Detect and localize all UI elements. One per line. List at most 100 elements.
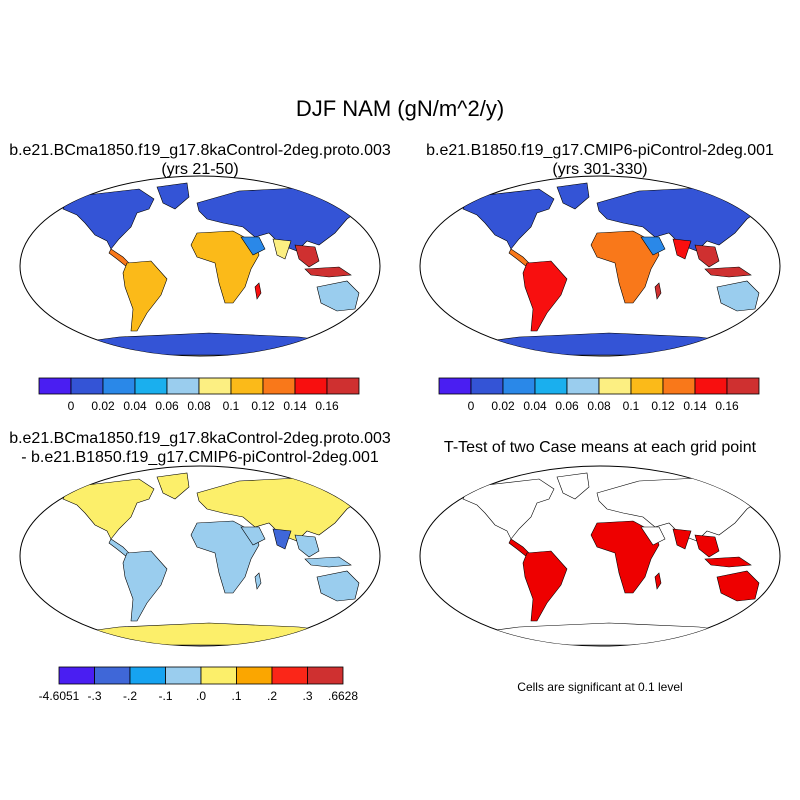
colorbar-swatch	[694, 377, 728, 395]
colorbar-swatch	[134, 377, 168, 395]
region-india	[672, 238, 692, 260]
colorbar-tick-label: 0.12	[651, 399, 675, 413]
region-indonesia	[704, 556, 752, 568]
colorbar-swatch	[102, 377, 136, 395]
colorbar-difference	[58, 666, 344, 685]
region-greenland	[156, 182, 190, 210]
region-madagascar	[254, 282, 262, 300]
colorbar-labels-case2: 0 0.02 0.04 0.06 0.08 0.1 0.12 0.14 0.16	[439, 399, 759, 415]
map-panel-case2	[419, 175, 781, 357]
panel1-title-line1: b.e21.BCma1850.f19_g17.8kaControl-2deg.p…	[9, 142, 391, 159]
colorbar-mean-case2	[438, 377, 760, 395]
region-north-america	[62, 188, 155, 250]
region-se-asia	[294, 534, 320, 558]
colorbar-tick-label: 0	[467, 399, 475, 413]
panel3-title: b.e21.BCma1850.f19_g17.8kaControl-2deg.p…	[0, 429, 400, 467]
colorbar-tick-label: 0	[67, 399, 75, 413]
colorbar-tick-label: 0.06	[155, 399, 179, 413]
colorbar-swatch	[326, 377, 360, 395]
significance-note: Cells are significant at 0.1 level	[517, 680, 683, 694]
region-australia	[716, 280, 760, 312]
panel4-title: T-Test of two Case means at each grid po…	[400, 438, 800, 457]
colorbar-swatch	[129, 666, 166, 685]
map-panel-case1	[19, 175, 381, 357]
region-north-america	[462, 478, 555, 540]
map-panel-difference	[19, 465, 381, 647]
panel2-title-line1: b.e21.B1850.f19_g17.CMIP6-piControl-2deg…	[426, 142, 774, 159]
region-south-america	[122, 260, 168, 332]
region-madagascar	[254, 572, 262, 590]
region-greenland	[156, 472, 190, 500]
colorbar-tick-label: 0.08	[587, 399, 611, 413]
colorbar-labels-case1: 0 0.02 0.04 0.06 0.08 0.1 0.12 0.14 0.16	[39, 399, 359, 415]
region-india	[272, 528, 292, 550]
panel1-title: b.e21.BCma1850.f19_g17.8kaControl-2deg.p…	[0, 141, 400, 179]
region-se-asia	[294, 244, 320, 268]
colorbar-swatch	[307, 666, 344, 685]
colorbar-swatch	[262, 377, 296, 395]
colorbar-swatch	[598, 377, 632, 395]
colorbar-tick-label: 0.04	[123, 399, 147, 413]
panel3-title-line2: - b.e21.B1850.f19_g17.CMIP6-piControl-2d…	[21, 449, 379, 466]
region-south-america	[522, 550, 568, 622]
region-north-america	[462, 188, 555, 250]
colorbar-tick-label: 0.02	[491, 399, 515, 413]
region-india	[672, 528, 692, 550]
colorbar-tick-label: .1	[231, 689, 242, 703]
region-indonesia	[704, 266, 752, 278]
colorbar-tick-label: 0.08	[187, 399, 211, 413]
colorbar-swatch	[271, 666, 308, 685]
region-se-asia	[694, 244, 720, 268]
colorbar-swatch	[726, 377, 760, 395]
colorbar-swatch	[230, 377, 264, 395]
region-australia	[316, 280, 360, 312]
colorbar-swatch	[236, 666, 273, 685]
colorbar-swatch	[70, 377, 104, 395]
colorbar-swatch	[294, 377, 328, 395]
region-arabia	[240, 526, 266, 546]
colorbar-swatch	[470, 377, 504, 395]
colorbar-swatch	[198, 377, 232, 395]
region-arabia	[240, 236, 266, 256]
colorbar-swatch	[38, 377, 72, 395]
region-madagascar	[654, 572, 662, 590]
colorbar-tick-label: 0.16	[315, 399, 339, 413]
region-greenland	[556, 182, 590, 210]
colorbar-swatch	[566, 377, 600, 395]
colorbar-tick-label: .2	[266, 689, 278, 703]
colorbar-tick-label: 0.16	[715, 399, 739, 413]
region-south-america	[522, 260, 568, 332]
colorbar-swatch	[630, 377, 664, 395]
region-se-asia	[694, 534, 720, 558]
region-indonesia	[304, 266, 352, 278]
region-greenland	[556, 472, 590, 500]
colorbar-tick-label: 0.02	[91, 399, 115, 413]
region-indonesia	[304, 556, 352, 568]
colorbar-tick-label: .0	[195, 689, 207, 703]
colorbar-tick-label: 0.14	[683, 399, 707, 413]
colorbar-tick-label: .3	[302, 689, 313, 703]
colorbar-mean-case1	[38, 377, 360, 395]
colorbar-swatch	[94, 666, 131, 685]
panel2-title: b.e21.B1850.f19_g17.CMIP6-piControl-2deg…	[400, 141, 800, 179]
region-arabia	[640, 526, 666, 546]
region-australia	[316, 570, 360, 602]
colorbar-tick-label: 0.12	[251, 399, 275, 413]
panel4-title-line1: T-Test of two Case means at each grid po…	[443, 439, 757, 456]
colorbar-swatch	[438, 377, 472, 395]
colorbar-tick-label: -4.6051	[38, 689, 80, 703]
region-north-america	[62, 478, 155, 540]
colorbar-tick-label: 0.14	[283, 399, 307, 413]
figure-title: DJF NAM (gN/m^2/y)	[295, 96, 505, 121]
colorbar-tick-label: -.1	[158, 689, 173, 703]
colorbar-tick-label: .6628	[327, 689, 359, 703]
region-india	[272, 238, 292, 260]
colorbar-tick-label: 0.1	[622, 399, 640, 413]
colorbar-tick-label: -.3	[87, 689, 102, 703]
colorbar-tick-label: 0.04	[523, 399, 547, 413]
colorbar-tick-label: 0.06	[555, 399, 579, 413]
colorbar-swatch	[200, 666, 237, 685]
region-arabia	[640, 236, 666, 256]
panel1-title-line2: (yrs 21-50)	[161, 161, 239, 178]
region-australia	[716, 570, 760, 602]
